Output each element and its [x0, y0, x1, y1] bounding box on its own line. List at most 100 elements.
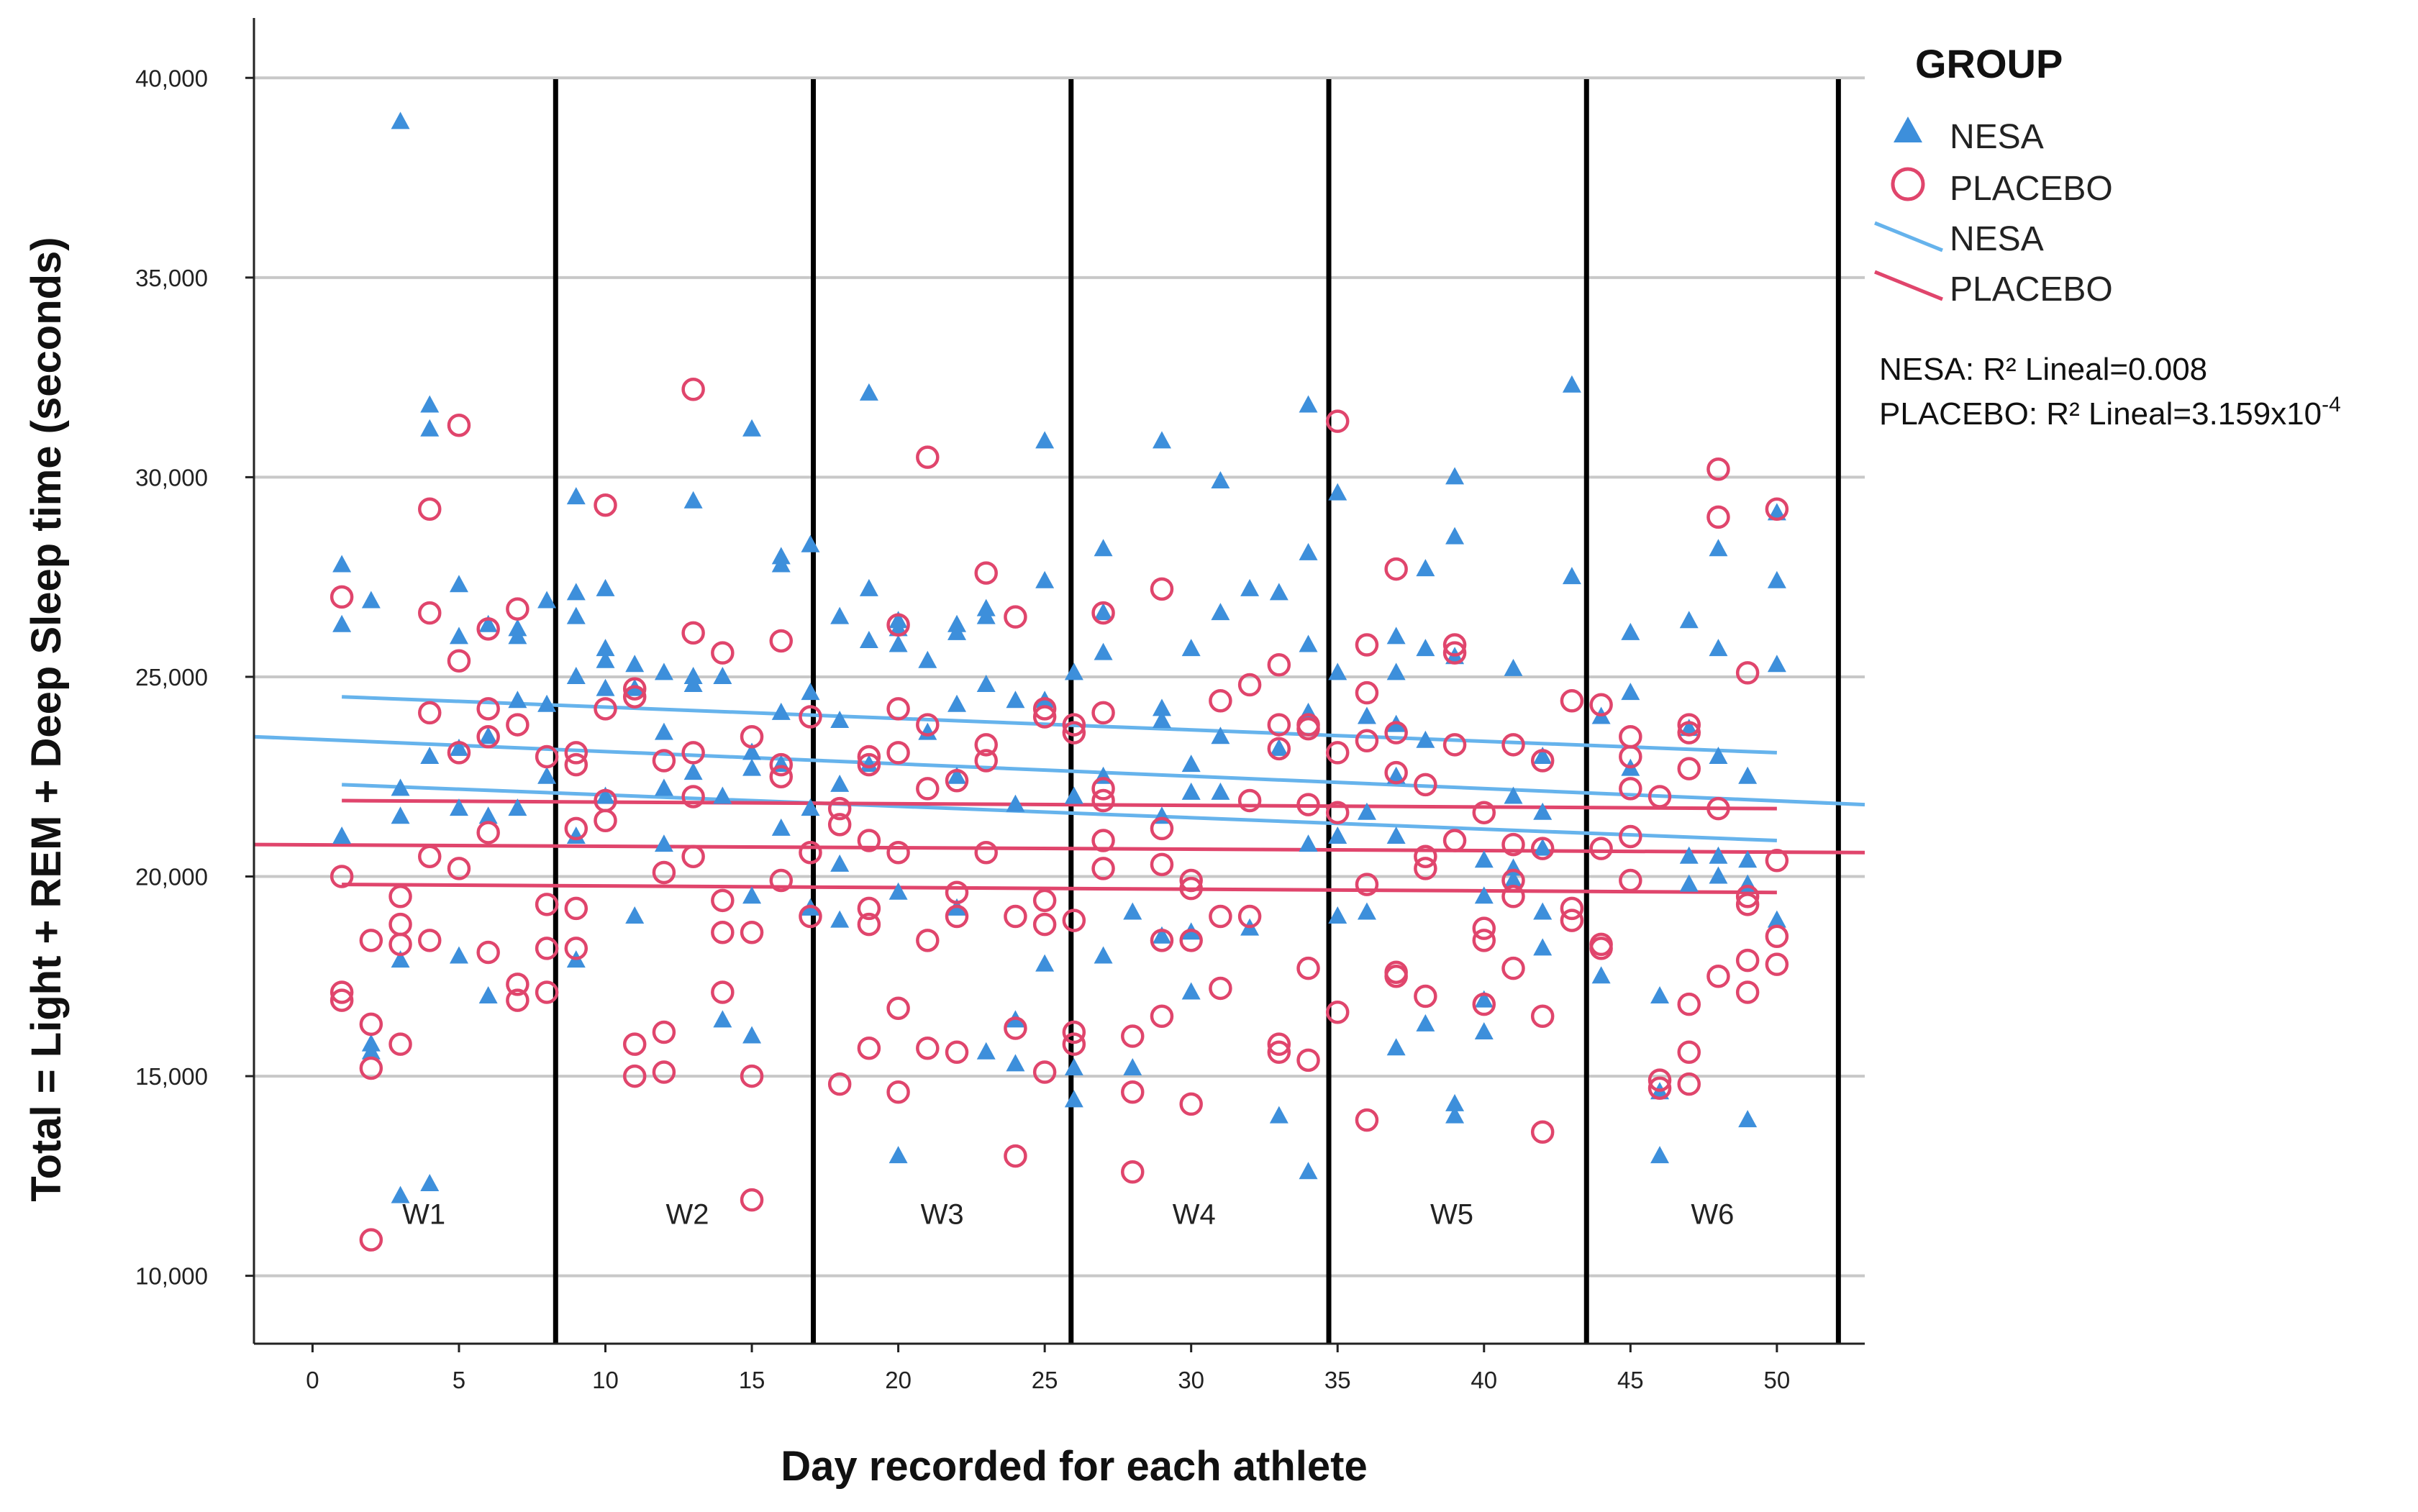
placebo-point — [1150, 852, 1174, 877]
nesa-point — [1211, 603, 1230, 621]
placebo-point — [886, 741, 910, 765]
placebo-point — [1150, 929, 1174, 952]
nesa-point — [1679, 874, 1699, 892]
placebo-point — [1530, 749, 1555, 773]
nesa-point — [1533, 902, 1553, 920]
nesa-point — [625, 655, 645, 673]
placebo-point — [799, 904, 822, 929]
y-tick-label: 30,000 — [135, 464, 208, 491]
nesa-point — [1679, 611, 1699, 629]
nesa-point — [1738, 766, 1758, 784]
nesa-point — [391, 806, 410, 824]
placebo-point — [418, 844, 442, 869]
nesa-point — [1709, 846, 1728, 864]
nesa-point — [566, 826, 586, 844]
nesa-point — [830, 774, 850, 792]
placebo-point — [769, 752, 794, 777]
placebo-point — [1179, 868, 1203, 893]
placebo-point — [1765, 497, 1789, 522]
nesa-point — [830, 606, 850, 624]
placebo-point — [1530, 1004, 1555, 1029]
nesa-point — [1709, 866, 1728, 884]
placebo-point — [1619, 724, 1642, 749]
placebo-point — [418, 497, 442, 522]
nesa-point — [976, 1042, 996, 1060]
placebo-point — [857, 896, 881, 921]
nesa-point — [449, 738, 468, 756]
nesa-point — [332, 555, 352, 573]
nesa-point — [1181, 982, 1201, 1000]
placebo-point — [447, 413, 471, 437]
nesa-point — [947, 766, 967, 784]
placebo-point — [1179, 1092, 1203, 1116]
placebo-point — [916, 445, 940, 469]
placebo-point — [1267, 653, 1291, 677]
y-tick-label: 20,000 — [135, 864, 208, 891]
nesa-point — [1533, 838, 1553, 856]
nesa-point — [742, 758, 762, 776]
placebo-point — [594, 697, 617, 721]
y-tick-label: 15,000 — [135, 1063, 208, 1090]
placebo-point — [1355, 1108, 1379, 1132]
placebo-point — [418, 601, 442, 625]
nesa-point — [1094, 642, 1113, 660]
nesa-fit-line — [253, 734, 1865, 807]
nesa-point — [1709, 746, 1728, 764]
x-tick-label: 45 — [1617, 1367, 1644, 1393]
x-tick-label: 30 — [1178, 1367, 1204, 1393]
placebo-point — [1091, 857, 1115, 880]
nesa-point — [1328, 906, 1347, 924]
placebo-point — [827, 1072, 852, 1096]
placebo-point — [622, 1032, 647, 1056]
nesa-point — [1328, 483, 1347, 501]
nesa-point — [1064, 662, 1083, 680]
nesa-point — [771, 818, 791, 836]
placebo-point — [681, 785, 705, 809]
nesa-point — [1269, 583, 1288, 601]
placebo-point — [418, 929, 442, 952]
x-tick-label: 0 — [306, 1367, 319, 1393]
nesa-point — [1152, 926, 1171, 944]
nesa-point — [918, 650, 937, 668]
placebo-point — [1062, 721, 1086, 744]
legend-nesa-line-label: NESA — [1950, 220, 2044, 258]
nesa-point — [742, 1026, 762, 1044]
week-label: W4 — [1173, 1198, 1216, 1230]
placebo-point — [711, 888, 735, 913]
nesa-point — [1533, 938, 1553, 956]
placebo-point — [769, 765, 794, 788]
placebo-point — [681, 844, 705, 869]
nesa-point — [508, 691, 527, 709]
week-label: W3 — [921, 1198, 964, 1230]
nesa-point — [420, 395, 440, 413]
placebo-point — [1121, 1080, 1145, 1104]
x-tick-label: 5 — [453, 1367, 465, 1393]
nesa-point — [1035, 954, 1055, 972]
nesa-point — [1211, 782, 1230, 800]
week-label: W6 — [1691, 1198, 1734, 1230]
nesa-point — [830, 711, 850, 729]
placebo-point — [1296, 716, 1320, 741]
placebo-point — [652, 749, 676, 773]
placebo-point — [916, 713, 940, 737]
placebo-point — [1091, 701, 1115, 725]
placebo-point — [329, 980, 354, 1004]
nesa-point — [1328, 826, 1347, 844]
legend-title: GROUP — [1915, 41, 2063, 86]
nesa-point — [1474, 886, 1494, 904]
placebo-r2-label: PLACEBO: R² Lineal=3.159x10-4 — [1879, 393, 2341, 432]
nesa-point — [1767, 570, 1786, 588]
nesa-point — [537, 694, 557, 712]
nesa-point — [449, 946, 468, 964]
placebo-point — [1706, 965, 1730, 988]
nesa-point — [1152, 711, 1171, 729]
placebo-point — [359, 1228, 383, 1252]
nesa-point — [1386, 1038, 1406, 1056]
nesa-point — [683, 675, 703, 693]
nesa-point — [1386, 826, 1406, 844]
placebo-point — [1384, 760, 1408, 785]
placebo-point — [1472, 992, 1496, 1016]
nesa-point — [1064, 786, 1083, 804]
nesa-point — [1123, 1057, 1142, 1075]
placebo-point — [1267, 737, 1291, 761]
